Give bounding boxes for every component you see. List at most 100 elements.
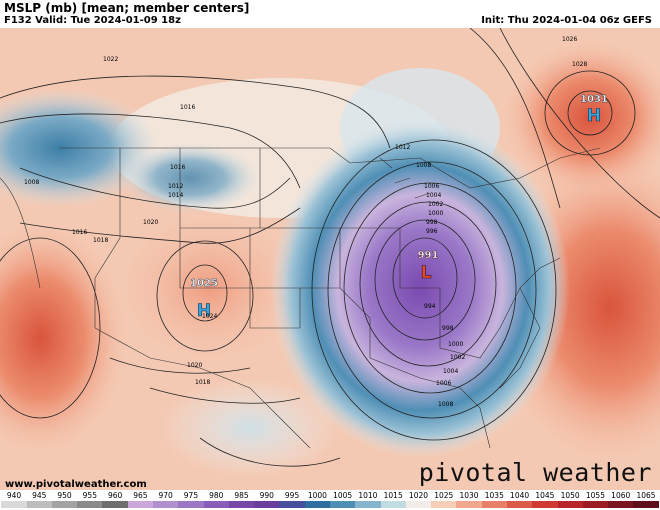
isobar-ring xyxy=(327,161,537,419)
colorbar-label: 1010 xyxy=(358,491,378,500)
east-coast xyxy=(499,287,541,389)
colorbar-label: 995 xyxy=(284,491,300,500)
isobar-ring xyxy=(567,90,613,136)
isobar-label: 1016 xyxy=(180,104,195,111)
colorbar-segment xyxy=(1,501,28,508)
colorbar-segment xyxy=(203,501,230,508)
colorbar-label: 960 xyxy=(107,491,123,500)
colorbar-label: 940 xyxy=(6,491,22,500)
isobar-label: 998 xyxy=(442,325,454,332)
colorbar-segment xyxy=(506,501,533,508)
init-time: Init: Thu 2024-01-04 06z GEFS xyxy=(481,15,652,26)
colorbar-segment xyxy=(380,501,407,508)
colorbar-segment xyxy=(127,501,154,508)
isobar-label: 1016 xyxy=(170,164,185,171)
isobar-label: 1006 xyxy=(424,183,439,190)
isobar-ring xyxy=(182,264,228,322)
borders xyxy=(0,147,601,449)
isobar-label: 998 xyxy=(426,219,438,226)
isobar-ring xyxy=(392,237,458,319)
isobar-line xyxy=(0,113,301,189)
colorbar-label: 1005 xyxy=(333,491,353,500)
isobar-label: 1004 xyxy=(443,368,458,375)
map-title: MSLP (mb) [mean; member centers] xyxy=(4,1,250,15)
colorbar-segment xyxy=(153,501,179,508)
isobar-label: 1006 xyxy=(436,380,451,387)
colorbar-segment xyxy=(102,501,129,508)
mexico-neutral-region xyxy=(160,378,340,478)
colorbar-segment xyxy=(51,501,78,508)
isobar-label: 1024 xyxy=(202,313,217,320)
center-high-northeast: H 1031 xyxy=(580,94,608,127)
colorbar-label: 1020 xyxy=(408,491,429,500)
colorbar-label: 955 xyxy=(82,491,97,500)
isobar-label: 1018 xyxy=(195,379,210,386)
colorbar-label: 1000 xyxy=(307,491,327,500)
colorbar-segment xyxy=(355,501,382,508)
isobar-line xyxy=(109,357,251,374)
high-value: 1031 xyxy=(580,94,608,105)
isobar-ring xyxy=(343,182,517,394)
high-symbol: H xyxy=(197,301,211,321)
colorbar-segment xyxy=(304,501,331,508)
isobar-label: 994 xyxy=(424,303,436,310)
isobar-line xyxy=(19,167,291,209)
colorbar-label: 1030 xyxy=(459,491,479,500)
isobar-ring xyxy=(374,219,476,341)
isobar-label: 1008 xyxy=(24,179,39,186)
colorbar-label: 1040 xyxy=(510,491,530,500)
colorbar-label: 1035 xyxy=(484,491,504,500)
colorbar-segment xyxy=(228,501,255,508)
isobar-label: 996 xyxy=(426,228,438,235)
high-symbol: H xyxy=(587,106,601,126)
colorbar-label: 945 xyxy=(32,491,47,500)
colorbar-label: 970 xyxy=(158,491,173,500)
colorbar-label: 1055 xyxy=(585,491,605,500)
colorbar-segment xyxy=(532,501,558,508)
isobar-label: 1008 xyxy=(438,401,453,408)
isobar-ring xyxy=(0,237,101,419)
colorbar-label: 1045 xyxy=(535,491,555,500)
colorbar-segment xyxy=(178,501,205,508)
isobar-label: 1014 xyxy=(168,192,183,199)
isobar-label: 1012 xyxy=(168,183,183,190)
colorbar-segment xyxy=(77,501,103,508)
isobar-ring xyxy=(359,201,497,367)
isobar-label: 1012 xyxy=(395,144,410,151)
isobar-label: 1020 xyxy=(187,362,202,369)
valid-time: F132 Valid: Tue 2024-01-09 18z xyxy=(4,15,181,26)
isobar-line xyxy=(149,387,301,404)
isobar-label: 1000 xyxy=(448,341,463,348)
header-bar: MSLP (mb) [mean; member centers] F132 Va… xyxy=(0,0,660,28)
isobar-label: 1002 xyxy=(428,201,443,208)
isobar-line xyxy=(469,28,561,209)
high-value: 1025 xyxy=(190,278,218,289)
colorbar-label: 1025 xyxy=(434,491,454,500)
isobar-label: 1018 xyxy=(93,237,108,244)
colorbar: 940 945 950 955 960 965 970 975 980 985 990 995 1000… xyxy=(0,490,660,510)
isobar-labels: 1022 1016 1016 1012 1014 1016 1018 1020 … xyxy=(24,36,587,408)
state-lines xyxy=(340,227,561,359)
watermark-logo: pivotal weather xyxy=(418,458,652,487)
isobar-label: 1022 xyxy=(103,56,118,63)
colorbar-label: 985 xyxy=(234,491,249,500)
map-svg: H 1025 L 991 H 1031 1022 1016 1016 1012 … xyxy=(0,28,660,490)
colorbar-segment xyxy=(26,501,53,508)
isobar-label: 1026 xyxy=(562,36,577,43)
gulf-coast xyxy=(369,357,491,449)
isobar-label: 1004 xyxy=(426,192,441,199)
pacific-high-region xyxy=(0,218,130,458)
us-canada-border xyxy=(60,147,601,189)
pacific-coast xyxy=(0,177,41,289)
colorbar-label: 990 xyxy=(259,491,274,500)
west-borders xyxy=(94,148,311,449)
colorbar-segment xyxy=(633,501,660,508)
colorbar-segment xyxy=(279,501,306,508)
isobar-line xyxy=(19,207,301,244)
isobar-line xyxy=(199,437,341,467)
colorbar-strip xyxy=(0,501,660,508)
colorbar-label: 1015 xyxy=(383,491,403,500)
colorbar-label: 950 xyxy=(57,491,72,500)
pressure-map: H 1025 L 991 H 1031 1022 1016 1016 1012 … xyxy=(0,28,660,490)
colorbar-segment xyxy=(456,501,483,508)
